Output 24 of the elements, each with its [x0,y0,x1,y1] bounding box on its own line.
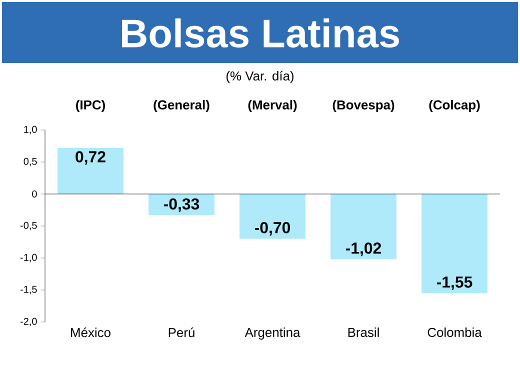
x-tick-label: México [71,328,110,338]
data-label: 0,72 [76,151,106,165]
y-tick-label: -1,0 [20,254,37,262]
text: (Colcap) [429,100,480,112]
x-tick-label: Colombia [428,328,482,338]
x-tick-label: Perú [168,328,194,338]
data-label: -0,70 [254,222,290,236]
text: (General) [154,100,210,112]
y-tick-label: 0 [32,190,37,198]
chart-subtitle: (% Var. día) [226,70,294,84]
y-tick-label: 0,5 [24,158,37,166]
y-tick-label: -1,5 [20,286,37,294]
text: (Bovespa) [332,100,394,112]
text: (IPC) [76,100,105,112]
chart-title: Bolsas Latinas [122,18,399,48]
x-tick-label: Argentina [244,328,300,340]
y-tick-label: 1,0 [24,126,37,134]
data-label: -1,55 [436,276,472,290]
data-label: -1,02 [346,242,382,256]
y-tick-label: -0,5 [20,222,37,230]
y-tick-label: -2,0 [20,318,37,326]
x-tick-label: Brasil [348,328,379,338]
text: (Merval) [248,100,297,112]
data-label: -0,33 [164,198,200,212]
